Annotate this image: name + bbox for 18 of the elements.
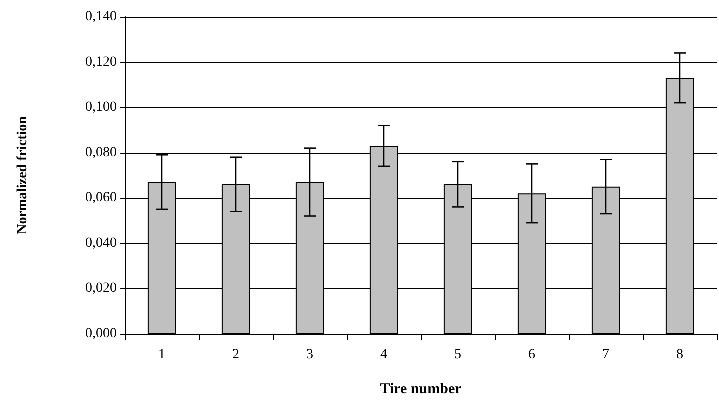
x-tick-label: 7 [602, 348, 610, 362]
x-tick-label: 5 [454, 348, 462, 362]
x-axis-title: Tire number [380, 382, 462, 398]
x-tick-label: 1 [158, 348, 166, 362]
y-axis-title: Normalized friction [16, 116, 30, 234]
y-tick-label: 0,140 [86, 10, 117, 24]
y-tick-label: 0,060 [86, 190, 117, 206]
y-tick-label: 0,040 [86, 236, 117, 251]
x-tick-label: 8 [676, 348, 684, 362]
y-tick-label: 0,020 [86, 281, 117, 296]
x-tick-label: 4 [380, 348, 388, 362]
x-tick-label: 3 [306, 348, 314, 362]
y-tick-label: 0,120 [86, 54, 117, 70]
y-tick-label: 0,100 [86, 100, 117, 116]
x-tick-label: 2 [232, 348, 240, 362]
y-tick-label: 0,080 [86, 145, 117, 160]
x-tick-label: 6 [528, 348, 536, 362]
y-tick-label: 0,000 [86, 326, 117, 342]
